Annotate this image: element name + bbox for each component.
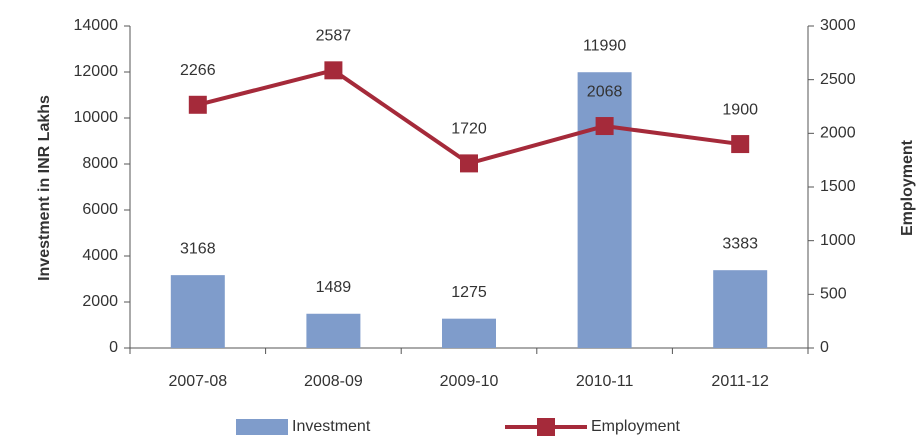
data-label: 1275 [451,284,487,301]
legend-marker [537,418,555,436]
data-label: 1489 [316,279,352,296]
x-tick-label: 2007-08 [168,373,227,390]
marker [595,117,614,136]
bar [170,275,225,348]
y-tick-label: 4000 [82,247,118,264]
y2-tick-label: 1500 [820,178,856,195]
y-tick-label: 0 [109,339,118,356]
x-tick-label: 2010-11 [576,373,634,390]
data-label: 2266 [180,62,216,79]
marker [460,154,478,173]
y-tick-label: 6000 [82,201,118,218]
marker [731,135,750,154]
data-label: 2068 [587,83,623,100]
line [197,68,741,166]
legend-swatch [236,419,288,435]
data-label: 11990 [583,37,626,54]
y2-tick-label: 500 [820,286,847,303]
data-label: 2587 [316,28,352,45]
y-axis-label: Investment in INR Lakhs [36,95,53,281]
data-label: 3383 [722,235,758,252]
bar [306,313,361,348]
x-tick-label: 2009-10 [440,373,499,390]
x-tick-label: 2008-09 [304,373,363,390]
y2-tick-label: 0 [820,339,829,356]
y-tick-label: 8000 [82,155,118,172]
y-tick-label: 2000 [82,293,118,310]
y-tick-label: 14000 [74,17,119,34]
y-tick-label: 10000 [74,109,119,126]
bar [577,72,632,348]
y2-tick-label: 3000 [820,17,856,34]
y2-tick-label: 2500 [820,71,856,88]
y2-tick-label: 2000 [820,125,856,142]
marker [188,95,207,114]
y-tick-label: 12000 [74,63,119,80]
y2-tick-label: 1000 [820,232,856,249]
bar [713,270,768,348]
bar [442,318,496,348]
marker [324,61,343,80]
x-tick-label: 2011-12 [711,373,769,390]
legend-label: Investment [292,418,371,435]
data-label: 1720 [451,121,487,138]
y2-axis-label: Employment [899,139,916,236]
data-label: 3168 [180,240,216,257]
data-label: 1900 [722,101,758,118]
legend-label: Employment [591,418,680,435]
